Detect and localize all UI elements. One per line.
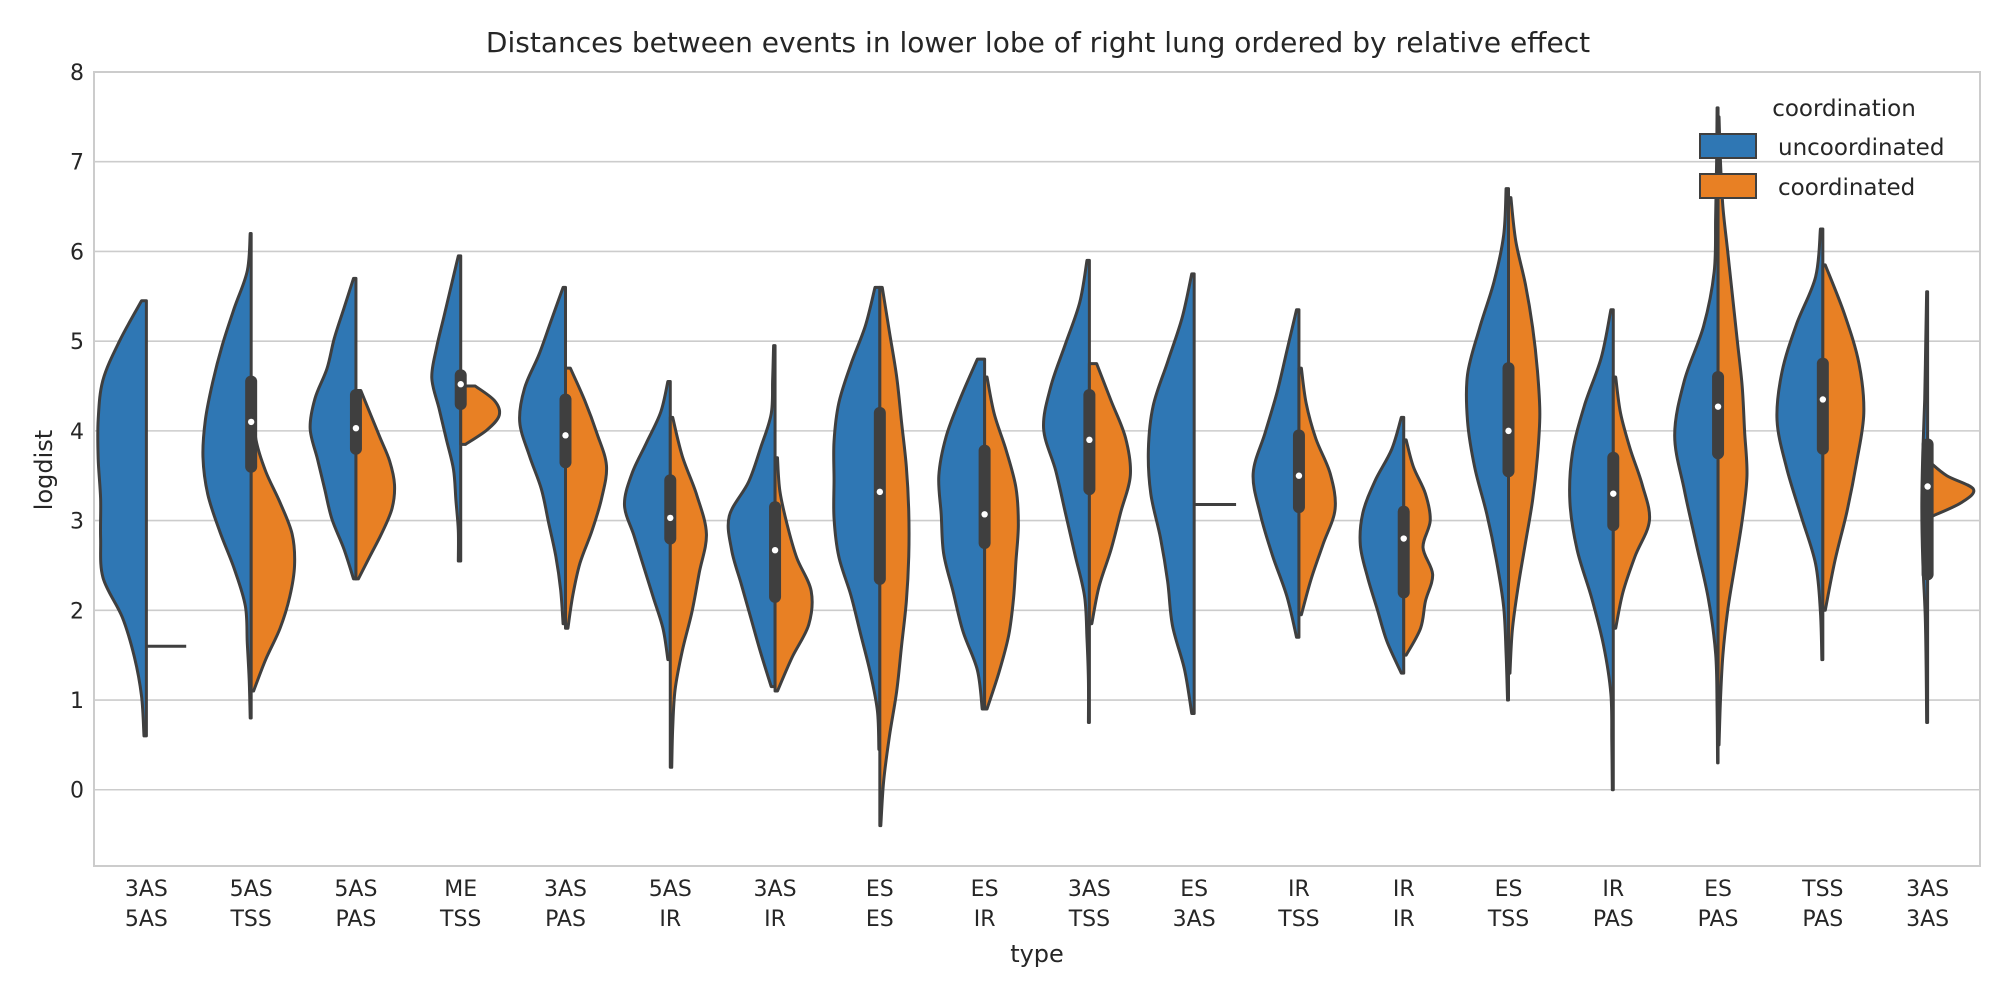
violin-coordinated (1926, 460, 1976, 518)
median-marker (1295, 472, 1303, 479)
violin-uncoordinated (1775, 227, 1825, 662)
violin-coordinated (1716, 115, 1749, 747)
median-marker (352, 424, 360, 432)
violin-coordinated (459, 384, 502, 446)
violin-uncoordinated (726, 344, 777, 689)
violin-uncoordinated (1568, 308, 1615, 792)
legend-title: coordination (1772, 96, 1916, 122)
x-tick-label: 5AS IR (649, 877, 692, 932)
median-marker (1086, 436, 1093, 444)
y-tick-label: 0 (70, 779, 84, 804)
legend-swatch-coordinated (1699, 173, 1757, 199)
violin-coordinated (354, 388, 397, 581)
median-marker (1610, 490, 1617, 497)
violin-uncoordinated (1358, 415, 1406, 675)
x-tick-label: 5AS TSS (229, 877, 272, 932)
legend-swatch-uncoordinated (1699, 133, 1757, 159)
violin-coordinated (983, 375, 1020, 711)
y-tick-label: 6 (70, 240, 84, 265)
y-tick-label: 8 (70, 61, 84, 86)
violin-uncoordinated (96, 299, 148, 738)
median-marker (247, 418, 255, 426)
violin-uncoordinated (308, 276, 358, 581)
violin-uncoordinated (1464, 187, 1510, 702)
median-marker (1505, 427, 1512, 435)
x-tick-label: ES PAS (1698, 877, 1739, 932)
median-marker (1819, 396, 1827, 403)
y-tick-label: 4 (70, 420, 84, 445)
violin-coordinated (1611, 375, 1652, 630)
chart-title: Distances between events in lower lobe o… (486, 26, 1590, 59)
x-tick-label: ES 3AS (1173, 877, 1216, 932)
legend-label-coordinated: coordinated (1778, 175, 1915, 201)
violin-uncoordinated (1042, 258, 1091, 724)
x-tick-label: IR PAS (1593, 877, 1634, 932)
median-marker (1400, 535, 1407, 542)
y-axis-ticks: 0 1 2 3 4 5 6 7 8 (70, 61, 84, 804)
x-tick-label: 3AS 5AS (125, 877, 168, 932)
median-marker (457, 381, 464, 388)
median-marker (876, 488, 884, 496)
violin-uncoordinated (1146, 272, 1196, 715)
violin-coordinated (564, 366, 609, 630)
median-marker (667, 514, 674, 522)
violin-uncoordinated (937, 357, 987, 711)
x-tick-label: 5AS PAS (334, 877, 377, 932)
violin-uncoordinated (518, 285, 567, 626)
median-marker (981, 511, 988, 518)
x-axis-label: type (1010, 940, 1064, 968)
violin-coordinated (1507, 196, 1542, 675)
box-overlays (245, 357, 1934, 603)
violin-coordinated (1297, 366, 1337, 617)
x-tick-label: ES TSS (1487, 877, 1529, 932)
median-marker (1924, 483, 1931, 490)
legend-label-uncoordinated: uncoordinated (1778, 135, 1944, 161)
violin-uncoordinated (1673, 106, 1720, 765)
x-tick-label: 3AS TSS (1068, 877, 1111, 932)
x-tick-label: 3AS 3AS (1906, 877, 1949, 932)
violin-coordinated (249, 406, 297, 693)
median-marker (771, 546, 779, 554)
x-axis-ticks: 3AS 5AS 5AS TSS 5AS PAS ME TSS 3AS PAS 5AS IR 3AS IR E… (125, 877, 1949, 932)
violin-coordinated (668, 415, 708, 769)
violin-coordinated (878, 285, 911, 828)
violin-coordinated (1087, 362, 1133, 626)
x-tick-label: IR IR (1393, 877, 1415, 932)
violin-uncoordinated (1251, 308, 1301, 639)
legend: coordination uncoordinated coordinated (1699, 96, 1944, 201)
x-tick-label: ES ES (866, 877, 894, 932)
median-marker (1714, 403, 1722, 410)
x-tick-label: IR TSS (1277, 877, 1319, 932)
x-tick-label: ME TSS (439, 877, 481, 932)
violin-uncoordinated (201, 231, 253, 720)
y-tick-label: 2 (70, 599, 84, 624)
plot-frame (93, 71, 1981, 867)
x-tick-label: 3AS IR (754, 877, 797, 932)
y-axis-label: logdist (30, 430, 58, 510)
violin-uncoordinated (832, 285, 882, 751)
median-marker (562, 432, 569, 439)
x-tick-label: 3AS PAS (544, 877, 587, 932)
y-tick-label: 3 (70, 510, 84, 535)
y-tick-label: 7 (70, 151, 84, 176)
x-tick-label: ES IR (971, 877, 999, 932)
violin-uncoordinated (430, 254, 463, 563)
violin-coordinated (1402, 438, 1435, 657)
violin-coordinated (773, 456, 814, 693)
violin-coordinated (1821, 263, 1866, 612)
y-tick-label: 5 (70, 330, 84, 355)
y-tick-label: 1 (70, 689, 84, 714)
x-tick-label: TSS PAS (1801, 877, 1843, 932)
violins (96, 106, 1976, 828)
violin-uncoordinated (622, 380, 672, 662)
